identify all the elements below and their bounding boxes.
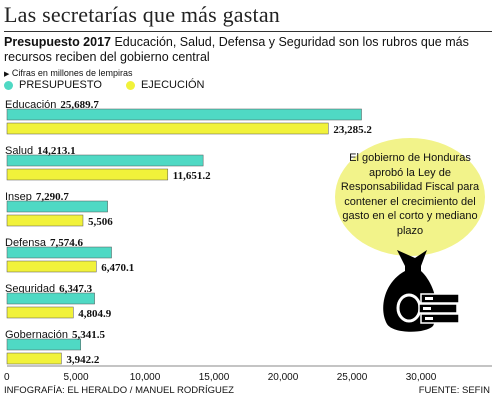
legend-label-presupuesto: PRESUPUESTO	[19, 79, 102, 91]
value-label-presupuesto: 5,341.5	[72, 329, 106, 341]
source: FUENTE: SEFIN	[418, 385, 490, 396]
title-rule	[4, 31, 492, 32]
x-tick-label: 0	[4, 372, 10, 383]
x-tick-label: 10,000	[130, 372, 161, 383]
category-label: Defensa	[5, 237, 47, 249]
chart-subtitle: Presupuesto 2017 Educación, Salud, Defen…	[4, 35, 474, 65]
subtitle-text: Educación, Salud, Defensa y Seguridad so…	[4, 35, 469, 64]
callout-text: El gobierno de Honduras aprobó la Ley de…	[340, 152, 480, 237]
callout-circle	[335, 138, 485, 256]
bar-ejecucion	[6, 168, 169, 181]
bar-ejecucion	[6, 352, 62, 365]
bar-ejecucion	[6, 260, 97, 273]
category-label: Educación	[5, 99, 56, 111]
units-note-text: Cifras en millones de lempiras	[11, 68, 133, 78]
bar-presupuesto	[6, 338, 81, 351]
bar-ejecucion	[6, 122, 329, 135]
credit: INFOGRAFÍA: EL HERALDO / MANUEL RODRÍGUE…	[4, 385, 234, 396]
value-label-ejecucion: 23,285.2	[333, 124, 372, 136]
value-label-presupuesto: 6,347.3	[59, 283, 93, 295]
value-label-presupuesto: 14,213.1	[37, 145, 76, 157]
x-tick-label: 25,000	[337, 372, 368, 383]
x-tick-label: 30,000	[406, 372, 437, 383]
chart-title: Las secretarías que más gastan	[4, 2, 280, 27]
category-label: Seguridad	[5, 283, 55, 295]
value-label-presupuesto: 7,290.7	[36, 191, 70, 203]
x-tick-label: 5,000	[63, 372, 88, 383]
legend-label-ejecucion: EJECUCIÓN	[140, 79, 205, 91]
subtitle-bold: Presupuesto 2017	[4, 35, 111, 49]
arrow-right-icon: ▶	[4, 71, 10, 78]
bar-presupuesto	[6, 108, 362, 121]
value-label-ejecucion: 3,942.2	[66, 354, 100, 366]
units-note: ▶ Cifras en millones de lempiras	[4, 68, 132, 78]
legend: PRESUPUESTO EJECUCIÓN	[4, 79, 205, 91]
bar-presupuesto	[6, 246, 112, 259]
value-label-presupuesto: 25,689.7	[60, 99, 99, 111]
category-label: Salud	[5, 145, 33, 157]
category-label: Insep	[5, 191, 32, 203]
x-tick-label: 15,000	[199, 372, 230, 383]
bar-presupuesto	[6, 200, 108, 213]
legend-dot-presupuesto	[4, 80, 13, 90]
value-label-ejecucion: 5,506	[88, 216, 113, 228]
category-label: Gobernación	[5, 329, 68, 341]
bar-presupuesto	[6, 154, 204, 167]
bar-ejecucion	[6, 214, 84, 227]
bar-presupuesto	[6, 292, 95, 305]
x-tick-label: 20,000	[268, 372, 299, 383]
money-bag-icon	[383, 250, 460, 332]
value-label-presupuesto: 7,574.6	[50, 237, 84, 249]
legend-dot-ejecucion	[125, 80, 135, 90]
value-label-ejecucion: 11,651.2	[173, 170, 211, 182]
value-label-ejecucion: 4,804.9	[78, 308, 112, 320]
bar-ejecucion	[6, 306, 74, 319]
value-label-ejecucion: 6,470.1	[101, 262, 134, 274]
